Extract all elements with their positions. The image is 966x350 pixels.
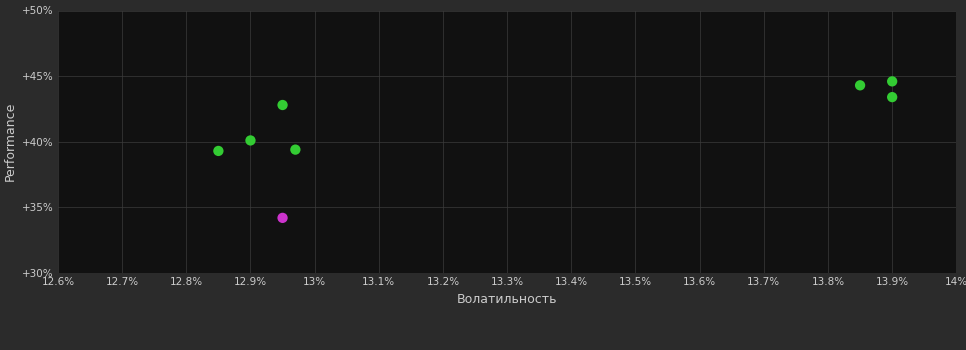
Point (852, 83, 867, 88)
Point (275, 215, 291, 220)
Point (288, 147, 303, 153)
Point (885, 94, 900, 100)
Y-axis label: Performance: Performance (4, 102, 16, 181)
X-axis label: Волатильность: Волатильность (457, 293, 557, 306)
Point (275, 102, 291, 108)
Point (211, 148, 226, 154)
Point (885, 79, 900, 84)
Point (242, 138, 258, 143)
